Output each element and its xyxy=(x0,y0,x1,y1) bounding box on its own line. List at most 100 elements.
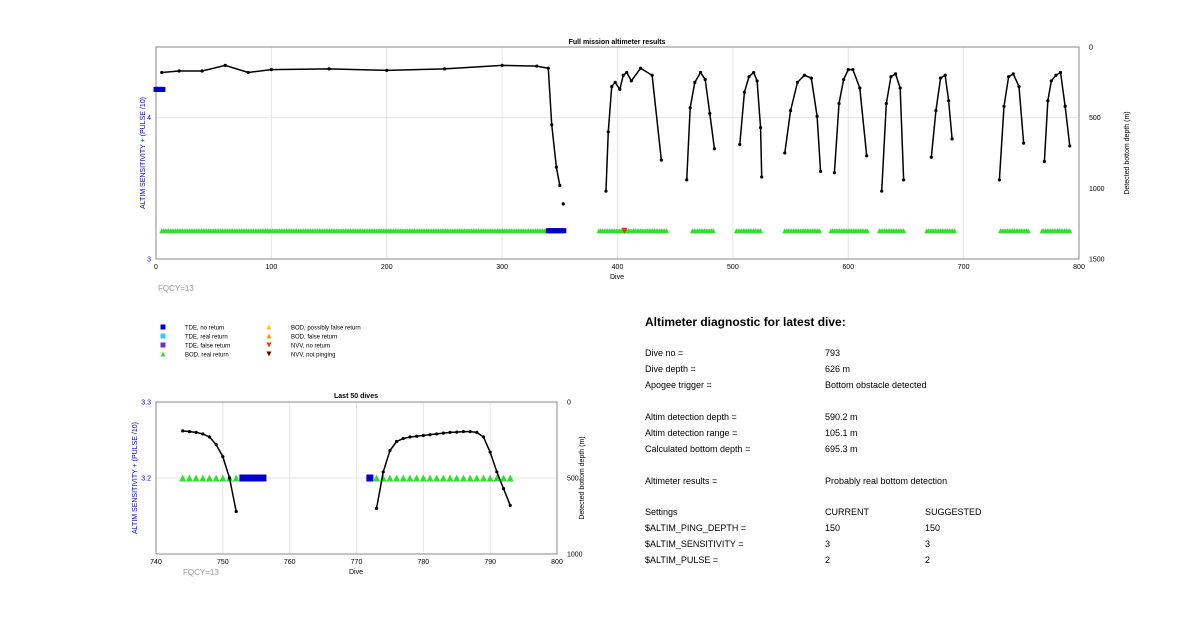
main-depth-point xyxy=(610,84,614,89)
main-depth-point xyxy=(938,76,943,80)
main-chart-xlabel: Dive xyxy=(610,274,624,281)
main-detection-marker xyxy=(664,228,670,234)
main-sensitivity-marker xyxy=(160,86,166,92)
diag-label-dive-no: Dive no = xyxy=(645,348,684,358)
last50-depth-point xyxy=(201,432,205,436)
main-chart-title: Full mission altimeter results xyxy=(569,39,666,46)
main-depth-line-2 xyxy=(605,67,663,192)
main-depth-point xyxy=(846,68,850,72)
main-depth-point xyxy=(865,154,869,158)
main-depth-point xyxy=(535,64,539,68)
setting-name-ping-depth: $ALTIM_PING_DEPTH = xyxy=(645,523,747,533)
last50-depth-point xyxy=(495,470,499,474)
last50-depth-point xyxy=(408,435,412,439)
main-depth-point xyxy=(815,114,819,118)
last50-detection-marker xyxy=(259,474,267,482)
legend-marker-nvv_no_return xyxy=(266,342,272,348)
main-chart-ticks: 0 100 200 300 400 500 600 700 800 3 4 0 500 1000 1500 xyxy=(147,45,1105,272)
main-depth-point xyxy=(1007,75,1011,79)
last50-depth-point xyxy=(421,433,425,438)
main-depth-point xyxy=(884,101,888,106)
main-detection-marker xyxy=(816,228,822,234)
main-depth-point xyxy=(1022,141,1026,145)
last50-chart-fqcy: FQCY=13 xyxy=(183,568,219,577)
main-xtick-label: 500 xyxy=(727,264,739,271)
legend-label-bod_real_return: BOD, real return xyxy=(185,353,229,359)
last50-depth-point xyxy=(428,433,432,437)
main-xtick-label: 300 xyxy=(496,264,508,271)
last50-detection-marker xyxy=(439,474,447,482)
last50-detection-marker xyxy=(212,474,220,482)
main-depth-point xyxy=(703,77,707,82)
diag-value-dive-depth: 626 m xyxy=(825,364,851,374)
last50-depth-point xyxy=(475,430,479,434)
last50-depth-line-0 xyxy=(182,430,237,512)
main-chart-frame xyxy=(155,46,1080,260)
diagnostic-title: Altimeter diagnostic for latest dive: xyxy=(645,315,846,329)
main-detection-marker xyxy=(561,228,567,234)
legend-label-bod_possibly_false: BOD, possibly false return xyxy=(291,326,361,332)
main-y2tick-label: 1500 xyxy=(1089,257,1105,264)
last50-depth-point xyxy=(448,430,452,434)
last50-chart-ylabel: ALTIM SENSITIVITY + (PULSE /10) xyxy=(132,422,139,534)
main-depth-point xyxy=(442,67,447,71)
last50-detection-marker xyxy=(500,474,508,482)
main-depth-point xyxy=(385,68,389,72)
main-depth-line-5 xyxy=(784,74,822,172)
main-depth-point xyxy=(160,70,164,75)
main-depth-point xyxy=(698,70,703,75)
main-depth-point xyxy=(758,125,763,130)
main-depth-point xyxy=(809,76,813,80)
main-y2tick-label: 0 xyxy=(1089,45,1093,52)
main-depth-point xyxy=(500,63,504,67)
main-detection-marker xyxy=(1067,228,1073,234)
legend-marker-tde_real_return xyxy=(160,333,166,339)
diag-value-bottom-depth: 695.3 m xyxy=(825,444,858,454)
main-depth-point xyxy=(1068,144,1072,148)
main-xtick-label: 0 xyxy=(154,264,158,271)
last50-detection-marker xyxy=(366,474,374,482)
last50-chart-depth-series xyxy=(181,429,512,514)
last50-depth-point xyxy=(508,503,512,507)
main-depth-point xyxy=(621,73,625,77)
main-depth-point xyxy=(246,70,250,75)
main-depth-point xyxy=(950,137,954,141)
main-depth-point xyxy=(858,86,862,90)
diag-label-altimeter-results: Altimeter results = xyxy=(645,476,718,486)
main-depth-point xyxy=(929,155,933,159)
main-depth-point xyxy=(783,151,787,155)
main-depth-point xyxy=(898,86,902,90)
main-depth-point xyxy=(625,70,629,75)
diag-label-detection-depth: Altim detection depth = xyxy=(645,412,737,422)
last50-depth-point xyxy=(234,509,238,514)
last50-detection-marker xyxy=(486,474,494,482)
last50-xtick-label: 750 xyxy=(217,559,229,566)
main-depth-line-4 xyxy=(739,71,763,178)
last50-depth-point xyxy=(501,487,506,491)
main-chart-grid xyxy=(156,47,1079,259)
diag-value-detection-range: 105.1 m xyxy=(825,428,858,438)
settings-header: Settings xyxy=(645,507,678,517)
last50-xtick-label: 740 xyxy=(150,559,162,566)
main-depth-point xyxy=(1049,79,1053,83)
main-chart-ylabel: ALTIM SENSITIVITY + (PULSE /10) xyxy=(140,97,147,209)
last50-detection-marker xyxy=(185,474,193,482)
main-y2tick-label: 500 xyxy=(1089,115,1101,122)
last50-y2tick-label: 500 xyxy=(567,476,579,483)
main-depth-point xyxy=(842,77,846,82)
main-depth-point xyxy=(902,178,906,182)
main-depth-line-8 xyxy=(930,74,953,158)
last50-detection-marker xyxy=(419,474,427,482)
diag-label-apogee-trigger: Apogee trigger = xyxy=(645,380,712,390)
main-xtick-label: 700 xyxy=(958,264,970,271)
main-ytick-label: 4 xyxy=(147,115,151,122)
main-depth-point xyxy=(638,66,643,70)
main-depth-point xyxy=(818,169,823,173)
main-depth-point xyxy=(943,73,947,77)
legend-marker-bod_possibly_false xyxy=(266,324,272,330)
last50-depth-point xyxy=(187,430,192,434)
main-depth-line-9 xyxy=(998,72,1025,180)
last50-ytick-label: 3.2 xyxy=(141,476,151,483)
main-chart-fqcy: FQCY=13 xyxy=(158,284,194,293)
